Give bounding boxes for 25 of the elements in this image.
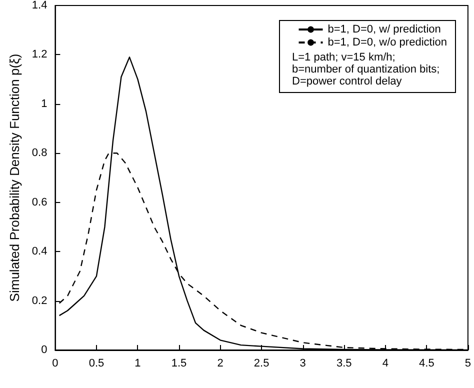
y-tick-label: 1.2 <box>32 48 48 61</box>
y-tick-label: 0.2 <box>32 294 48 307</box>
annotation: D=power control delay <box>292 76 402 88</box>
legend-label: b=1, D=0, w/ prediction <box>328 24 441 36</box>
annotation: b=number of quantization bits; <box>292 64 440 76</box>
x-tick-label: 5 <box>464 358 472 370</box>
y-axis-title: Simulated Probability Density Function p(ξ) <box>7 54 22 302</box>
x-tick-label: 0 <box>52 358 58 370</box>
x-tick-label: 4.5 <box>419 358 434 370</box>
x-tick-label: 2 <box>217 358 224 370</box>
y-tick-label: 0.4 <box>32 246 48 258</box>
x-tick-label: 2.5 <box>254 358 270 370</box>
x-tick-label: 1 <box>134 358 141 370</box>
x-tick-label: 1.5 <box>171 358 187 370</box>
x-tick-label: 3.5 <box>336 358 352 370</box>
x-tick-label: 0.5 <box>88 358 104 370</box>
annotation: L=1 path; v=15 km/h; <box>292 52 396 64</box>
y-tick-label: 1.4 <box>32 0 48 12</box>
y-tick-label: 1 <box>41 98 48 110</box>
y-tick-label: 0.6 <box>32 196 48 208</box>
y-tick-label: 0.8 <box>32 147 48 160</box>
x-tick-label: 4 <box>382 358 388 370</box>
legend-label: b=1, D=0, w/o prediction <box>328 36 448 48</box>
x-tick-label: 3 <box>300 358 306 370</box>
y-tick-label: 0 <box>41 344 48 356</box>
